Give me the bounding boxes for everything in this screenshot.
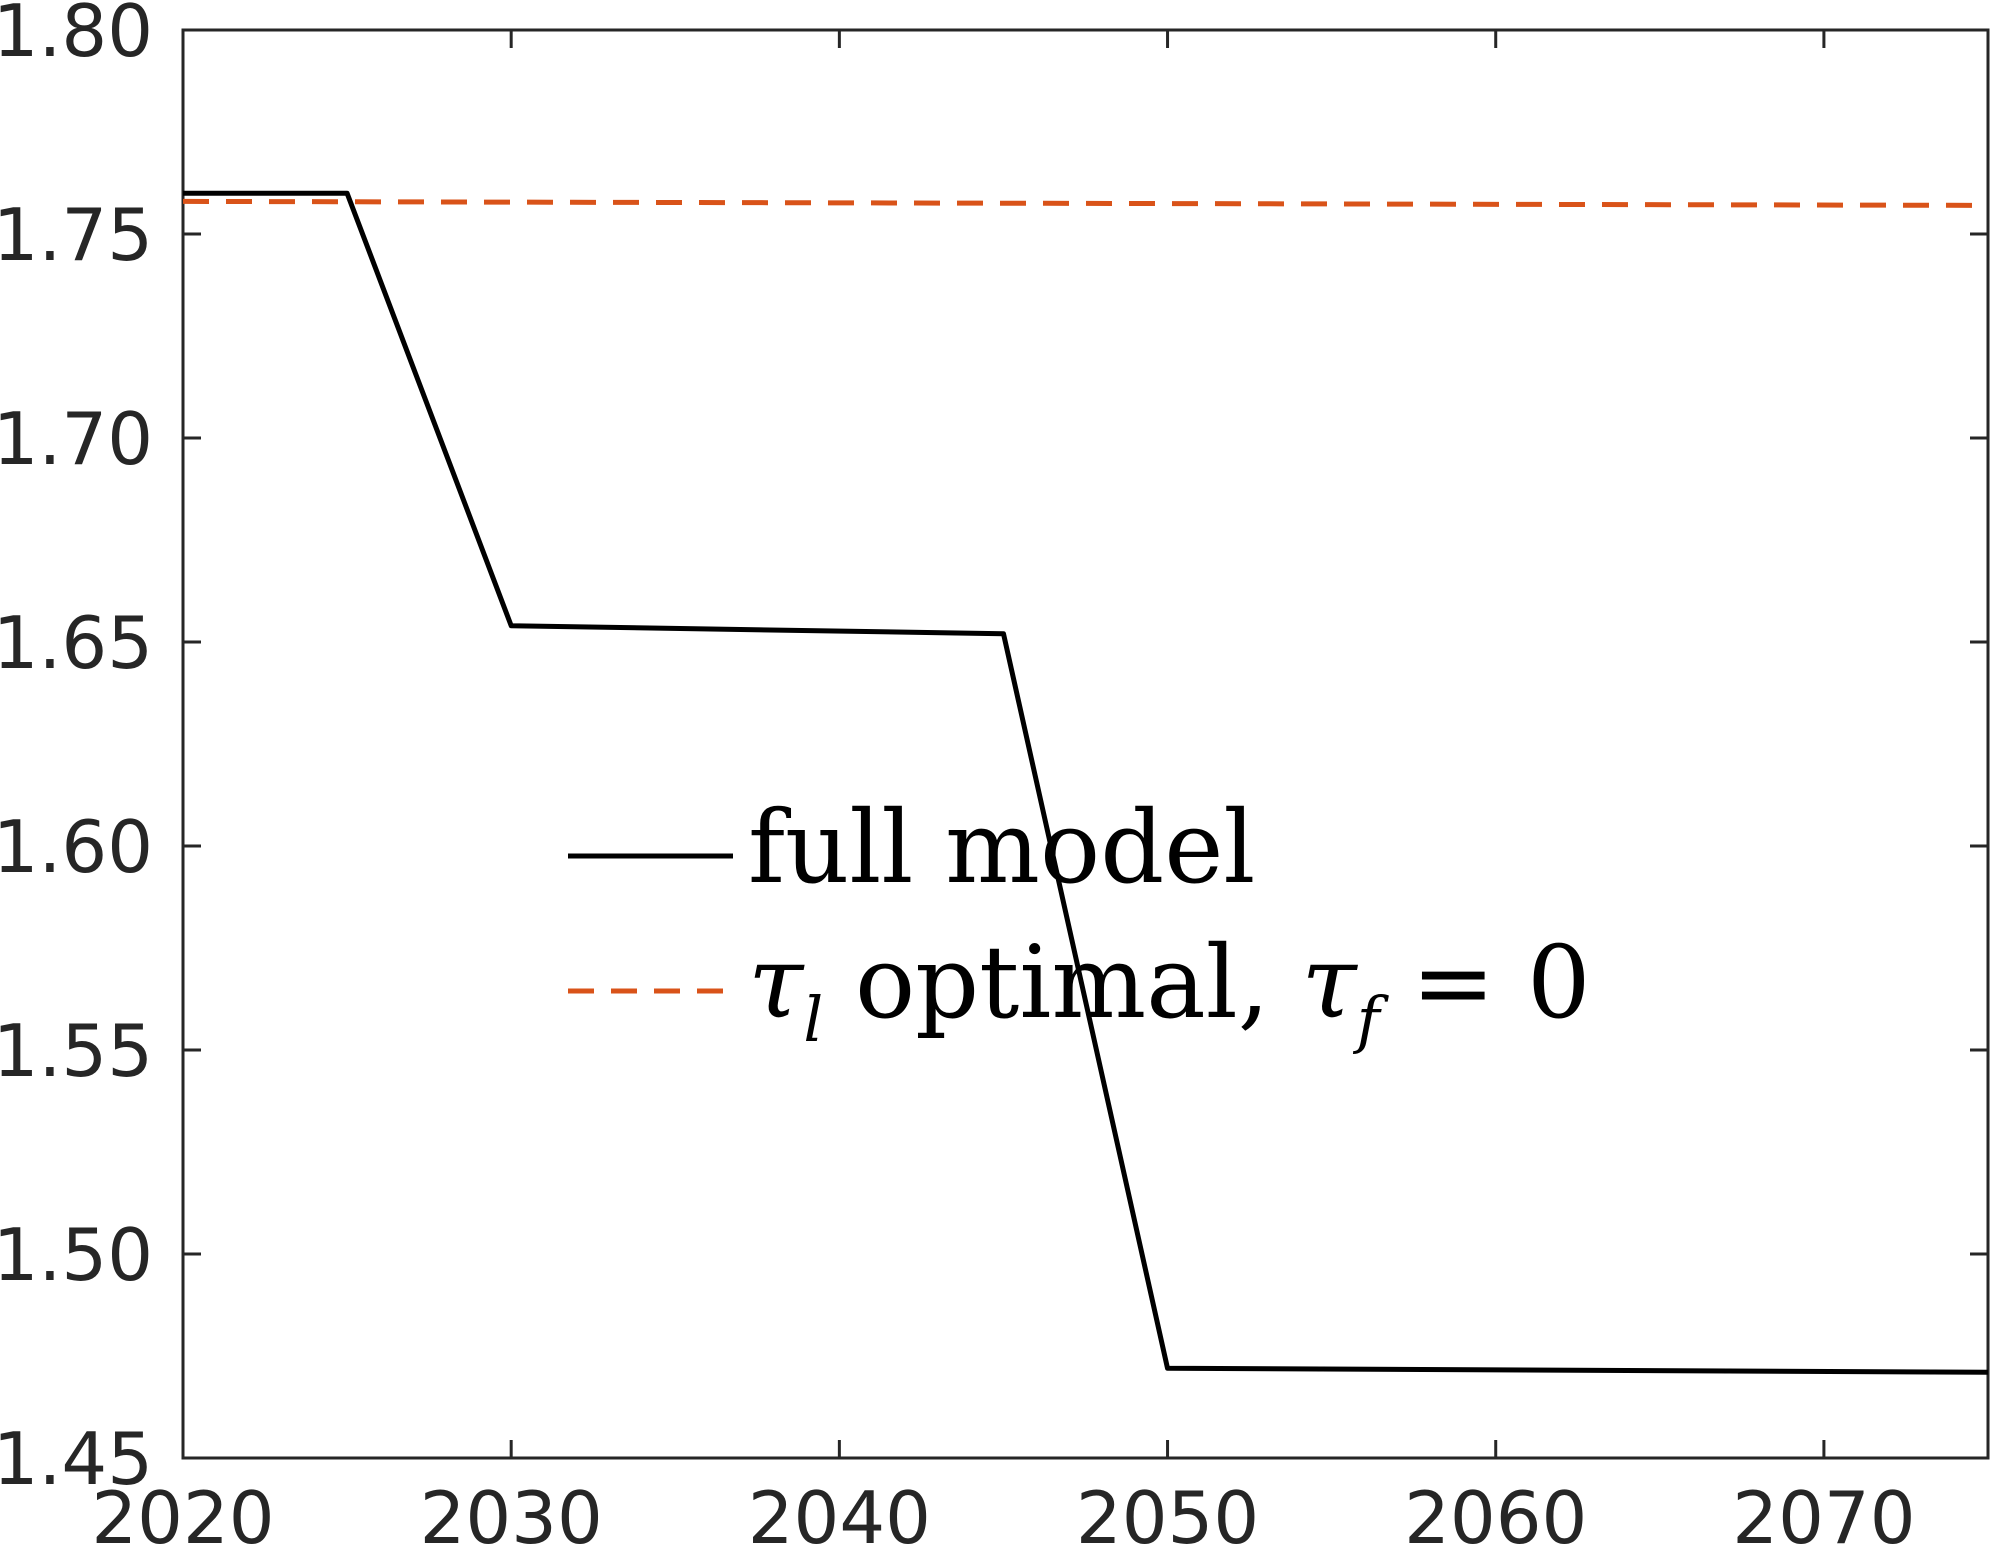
legend-optimal-text: optimal, [823,924,1301,1041]
x-tick-label: 2060 [1404,1476,1587,1554]
y-tick-label: 1.55 [0,1009,153,1093]
y-tick-label: 1.60 [0,805,153,889]
legend-subscript-l: l [803,983,823,1056]
x-tick-label: 2050 [1076,1476,1259,1554]
legend-equals-zero: = 0 [1380,924,1591,1041]
x-tick-label: 2030 [420,1476,603,1554]
series-line-full-model [183,190,1989,1375]
y-tick-label: 1.50 [0,1213,153,1297]
y-tick-label: 1.45 [0,1417,153,1501]
series-lines [182,190,1989,1375]
legend-label-tau-optimal: τl optimal, τf = 0 [748,924,1591,1056]
legend-tau-symbol-2: τ [1301,924,1358,1041]
legend: full model τl optimal, τf = 0 [568,789,1591,1056]
legend-label-full-model: full model [748,789,1255,906]
x-tick-label: 2040 [748,1476,931,1554]
y-tick-label: 1.80 [0,0,153,73]
y-tick-label: 1.70 [0,397,153,481]
plot-frame [181,28,1990,1460]
y-tick-label: 1.75 [0,193,153,277]
legend-tau-symbol: τ [748,924,805,1041]
y-tick-label: 1.65 [0,601,153,685]
x-tick-label: 2070 [1732,1476,1915,1554]
x-tick-label: 2020 [91,1476,274,1554]
